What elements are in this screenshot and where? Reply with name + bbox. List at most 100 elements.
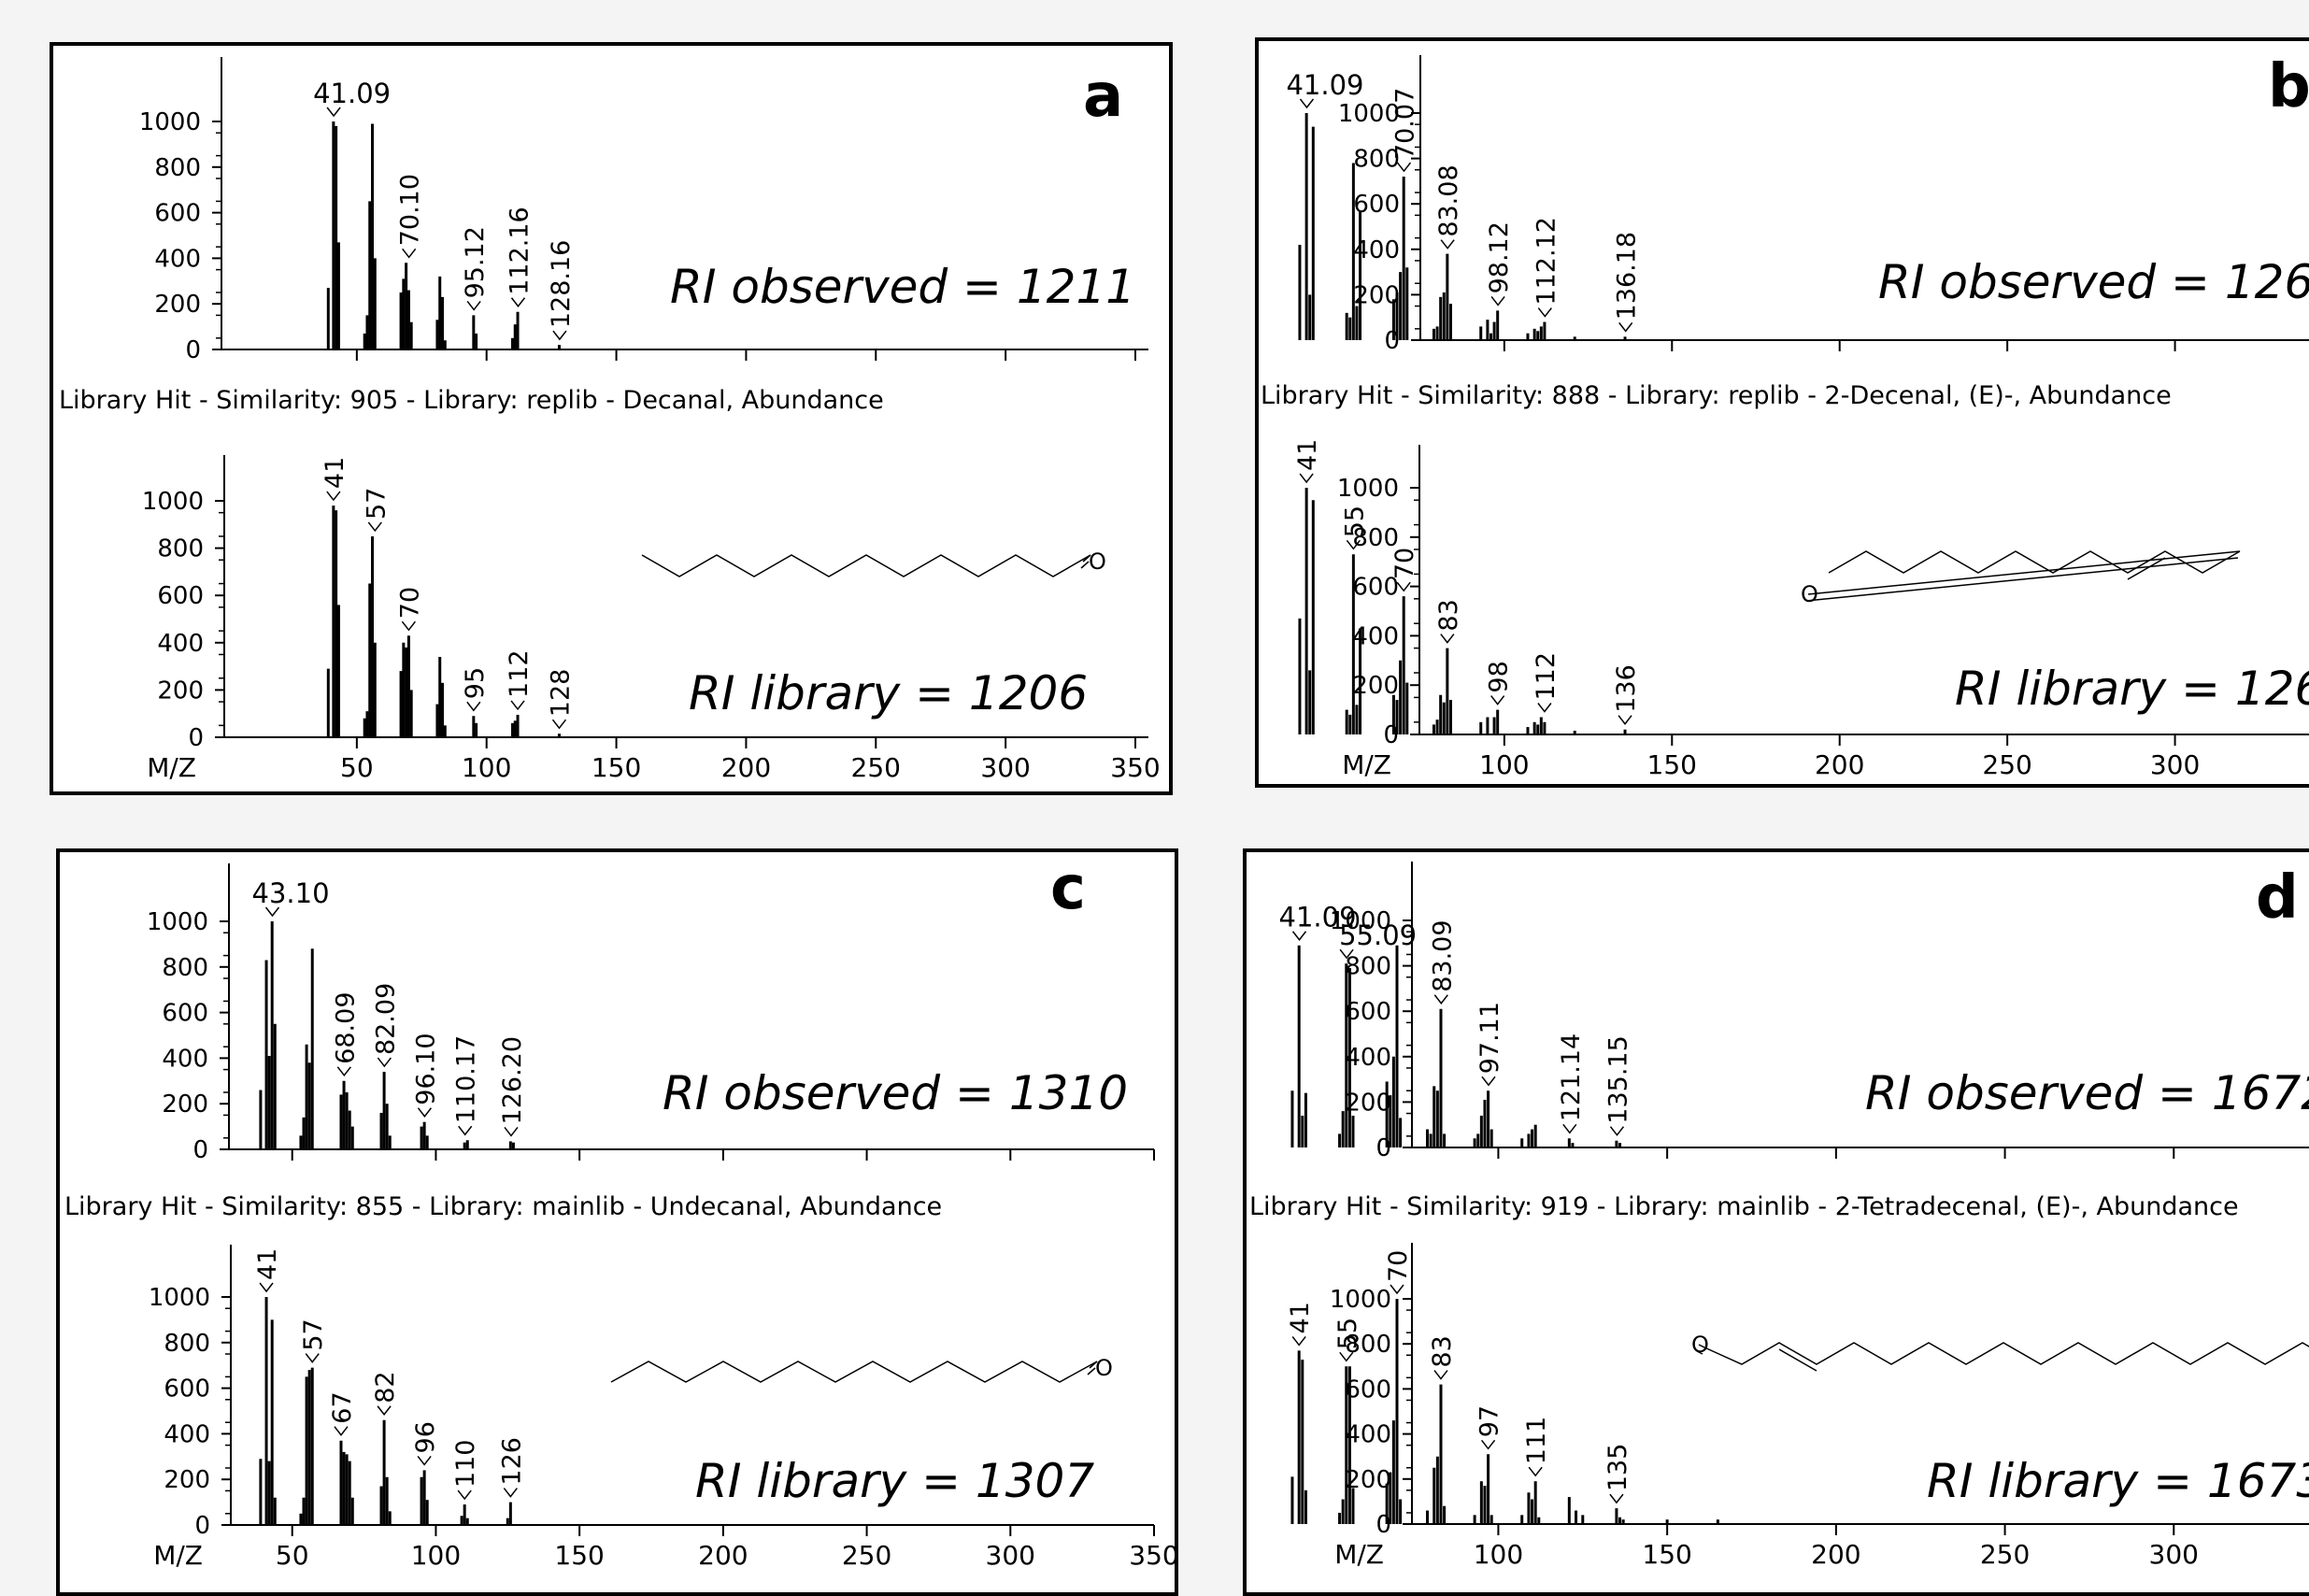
carbon-chain: [610, 1361, 1098, 1383]
peak-marker: [1433, 1370, 1448, 1380]
peak-marker: [1299, 98, 1315, 109]
peak-label: 41.09: [1286, 69, 1363, 101]
peak-marker: [1609, 1493, 1624, 1504]
y-tick-label: 600: [157, 582, 204, 610]
peak-marker: [1528, 1466, 1543, 1477]
peak-marker: [510, 700, 525, 711]
y-tick-label: 800: [1345, 1331, 1391, 1359]
peak-marker: [503, 1488, 518, 1498]
peak-label: 41: [253, 1248, 282, 1280]
peak-label: 70: [1390, 548, 1419, 579]
library-spectrum: 0 200 400 600 800 1000 41 57 70 95 112 128: [142, 455, 1148, 752]
peak-label: 112: [1532, 652, 1561, 701]
peak-marker: [1339, 948, 1354, 960]
peak-label: 41.09: [313, 78, 391, 109]
y-tick-label: 600: [164, 1375, 210, 1404]
peak-label: 55: [1340, 506, 1369, 537]
peak-marker: [1490, 695, 1505, 705]
y-tick-label: 200: [164, 1466, 210, 1494]
x-axis-label: M/Z: [153, 1540, 203, 1571]
peak-label: 70.10: [396, 174, 425, 246]
y-tick-label: 1000: [142, 488, 204, 516]
x-tick-label: 100: [411, 1540, 461, 1571]
peak-marker: [1299, 473, 1314, 484]
peak-marker: [1481, 1076, 1496, 1087]
y-tick-label: 400: [1345, 1044, 1391, 1072]
library-spectrum: 0 200 400 600 800 1000 41 57 67 82 96 110 126: [149, 1245, 1155, 1540]
peak-marker: [326, 107, 341, 118]
carbonyl-bond: [1807, 550, 2241, 595]
ri-library: RI library = 1673: [1927, 1454, 2309, 1508]
peak-label: 70: [395, 587, 424, 619]
x-tick-label: 250: [1980, 1539, 2030, 1570]
peak-marker: [1480, 1439, 1496, 1450]
peak-marker: [367, 521, 382, 533]
y-tick-label: 600: [154, 200, 201, 228]
y-tick-label: 1000: [1337, 475, 1399, 503]
observed-spectrum: 0 200 400 600 800 1000 41.09 70.10 95.12 112.16 12…: [139, 57, 1148, 364]
y-tick-label: 1000: [1330, 1286, 1391, 1314]
ri-observed: RI observed = 1672: [1865, 1066, 2309, 1120]
x-tick-label: 200: [1811, 1539, 1860, 1570]
oxygen-label: O: [1089, 549, 1106, 575]
carbon-chain: [641, 554, 1091, 577]
peak-marker: [1396, 581, 1411, 592]
peak-label: 83.09: [1428, 919, 1457, 991]
library-hit-header: Library Hit - Similarity: 888 - Library:…: [1261, 381, 2172, 410]
y-tick-label: 400: [1345, 1421, 1391, 1449]
x-tick-label: 150: [1647, 749, 1697, 780]
peak-label: 83.08: [1434, 164, 1463, 236]
panel-letter: a: [1083, 62, 1123, 131]
y-tick-label: 200: [162, 1090, 208, 1119]
x-tick-label: 300: [980, 752, 1030, 783]
peak-label: 95: [461, 667, 490, 699]
x-tick-label: 300: [986, 1540, 1035, 1571]
x-axis-label: M/Z: [1342, 749, 1391, 780]
panel-c: 0 200 400 600 800 1000 43.10 68.09 82.09 96.10 110…: [56, 848, 1178, 1596]
y-tick-label: 400: [164, 1420, 210, 1448]
y-tick-label: 1000: [147, 908, 208, 936]
y-tick-label: 0: [185, 336, 201, 364]
peak-label: 112: [505, 649, 534, 698]
x-tick-label: 200: [1815, 749, 1864, 780]
y-tick-label: 1000: [139, 108, 201, 136]
peak-label: 68.09: [331, 992, 360, 1064]
peak-label: 111: [1522, 1417, 1551, 1465]
peak-marker: [417, 1455, 432, 1466]
peak-label: 128: [546, 669, 575, 718]
peak-marker: [1537, 307, 1552, 318]
y-tick-label: 0: [188, 724, 204, 752]
peak-marker: [1609, 1126, 1625, 1136]
peak-marker: [259, 1282, 274, 1293]
peak-marker: [334, 1426, 349, 1436]
panel-b: 0 200 400 600 800 1000 41.09 70.07 83.08 98.12 112…: [1255, 37, 2309, 788]
peak-label: 110.17: [452, 1035, 481, 1123]
peak-label: 41.09: [1279, 902, 1357, 933]
peak-label: 83: [1428, 1335, 1457, 1367]
carbon-chain: [1703, 1342, 2309, 1365]
peak-label: 135: [1603, 1444, 1632, 1492]
peak-marker: [552, 330, 567, 341]
peak-marker: [1390, 1284, 1404, 1295]
y-tick-label: 600: [1345, 1375, 1391, 1404]
peak-label: 82: [371, 1371, 400, 1403]
observed-spectrum: 0 200 400 600 800 1000 43.10 68.09 82.09 96.10 110…: [147, 863, 1155, 1164]
peak-label: 41: [321, 457, 349, 489]
y-tick-label: 0: [194, 1512, 210, 1540]
x-tick-label: 250: [851, 752, 901, 783]
y-tick-label: 800: [157, 535, 204, 563]
y-tick-label: 400: [154, 245, 201, 273]
peak-label: 97.11: [1475, 1002, 1504, 1074]
ri-library: RI library = 1307: [695, 1454, 1094, 1508]
panel-d: 0 200 400 600 800 1000 41.09 55.09 83.09 97.11 121…: [1243, 848, 2309, 1596]
x-tick-label: 50: [276, 1540, 309, 1571]
y-tick-label: 200: [157, 677, 204, 705]
peak-label: 128.16: [547, 240, 576, 328]
x-tick-label: 100: [1474, 1539, 1523, 1570]
y-tick-label: 800: [154, 154, 201, 182]
carbonyl-bond: [1805, 557, 2239, 602]
y-tick-label: 600: [162, 1000, 208, 1028]
carbonyl-bond: [1696, 1350, 1703, 1355]
